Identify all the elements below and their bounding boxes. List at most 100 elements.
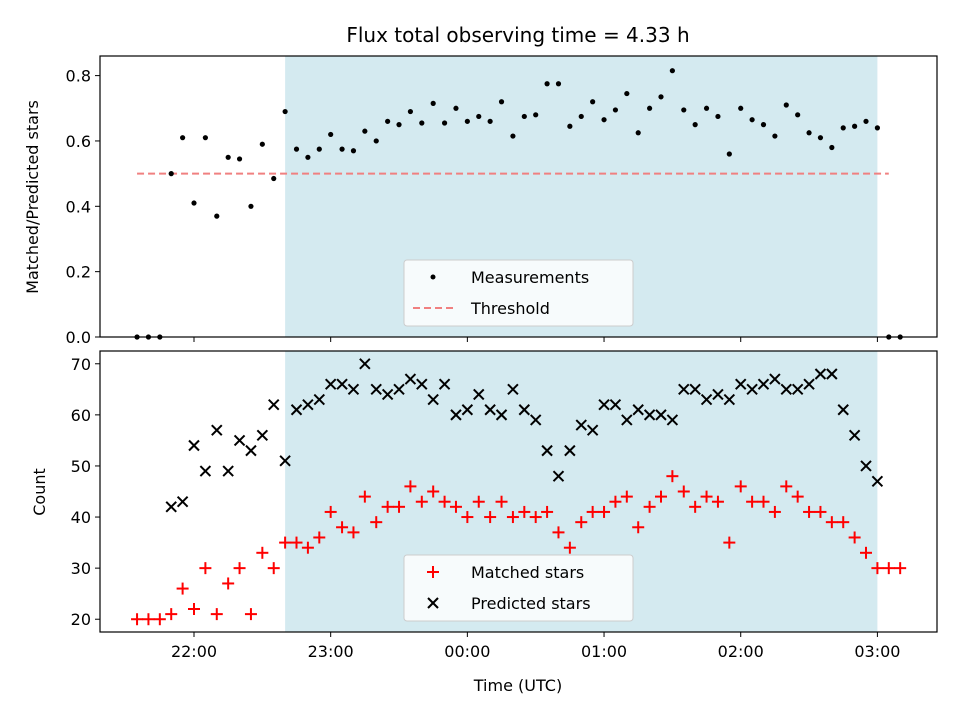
matched-star-point: [723, 536, 736, 549]
matched-star-point: [666, 470, 679, 483]
predicted-star-point: [723, 393, 736, 406]
predicted-star-point: [689, 383, 701, 396]
measurement-point: [874, 125, 881, 131]
measurement-point: [715, 113, 721, 120]
predicted-star-point: [450, 409, 462, 421]
chart-title: Flux total observing time = 4.33 h: [346, 23, 689, 47]
predicted-star-point: [324, 378, 337, 390]
top-legend-box: [403, 259, 634, 327]
legend-label-predicted: Predicted stars: [471, 594, 591, 613]
predicted-star-point: [313, 393, 325, 406]
matched-star-point: [472, 495, 485, 508]
predicted-star-point: [621, 414, 633, 426]
predicted-star-point: [769, 373, 781, 385]
predicted-star-point: [837, 404, 849, 416]
measurement-point: [419, 120, 425, 126]
top-legend: Measurements Threshold: [403, 259, 634, 327]
matched-star-point: [495, 495, 508, 508]
measurement-point: [783, 102, 789, 108]
measurement-point: [407, 108, 414, 115]
measurement-point: [555, 81, 562, 87]
predicted-star-point: [427, 393, 439, 406]
matched-star-point: [301, 541, 314, 554]
matched-star-point: [609, 495, 622, 508]
bottom-legend: Matched stars Predicted stars: [403, 554, 634, 622]
predicted-star-point: [803, 378, 815, 390]
predicted-star-point: [165, 501, 177, 513]
measurement-point: [271, 175, 277, 182]
matched-star-point: [199, 562, 212, 575]
predicted-star-point: [461, 404, 474, 416]
x-tick-label: 00:00: [444, 642, 490, 661]
bottom-axes-frame: [99, 350, 938, 633]
matched-star-point: [552, 526, 565, 539]
y-tick-label: 20: [71, 610, 91, 629]
top-panel: 0.0 0.2 0.4 0.6 0.8 Flux total observing tim…: [23, 23, 938, 347]
predicted-star-point: [746, 383, 758, 396]
measurement-point: [521, 113, 527, 120]
measurement-point: [362, 128, 368, 134]
measurement-point: [567, 123, 573, 129]
measurement-point: [590, 99, 596, 105]
matched-star-point: [803, 505, 816, 518]
predicted-star-point: [598, 398, 610, 411]
measurement-point: [293, 146, 300, 152]
predicted-star-point: [279, 455, 291, 467]
measurement-point: [180, 135, 186, 141]
predicted-star-point: [268, 398, 280, 411]
predicted-star-point: [359, 358, 371, 370]
measurement-point: [658, 94, 664, 100]
x-tick-label: 01:00: [581, 642, 627, 661]
measurement-point: [669, 68, 675, 74]
predicted-star-point: [609, 398, 622, 411]
predicted-star-point: [735, 378, 747, 390]
measurement-point: [635, 130, 641, 136]
matched-star-point: [848, 531, 861, 544]
measurement-point: [772, 133, 778, 139]
matched-star-point: [461, 511, 474, 524]
predicted-star-point: [233, 434, 246, 447]
measurement-point: [373, 138, 379, 144]
predicted-star-point: [438, 378, 451, 390]
predicted-star-point: [586, 424, 599, 436]
matched-star-point: [222, 577, 235, 590]
x-tick-label: 02:00: [718, 642, 764, 661]
matched-star-point: [518, 505, 531, 518]
legend-marker-matched: [427, 566, 439, 578]
matched-star-point: [324, 505, 337, 518]
matched-star-point: [882, 562, 895, 575]
y-tick-label: 0.6: [66, 132, 91, 151]
matched-star-point: [791, 490, 804, 503]
predicted-star-point: [495, 409, 508, 421]
matched-star-point: [313, 531, 326, 544]
matched-star-point: [153, 613, 166, 626]
predicted-star-point: [507, 383, 519, 396]
matched-star-point: [689, 500, 702, 513]
predicted-star-point: [222, 465, 234, 477]
predicted-star-point: [575, 419, 587, 431]
matched-star-point: [233, 562, 246, 575]
measurement-point: [385, 118, 391, 124]
measurement-point: [191, 200, 197, 206]
predicted-star-point: [712, 388, 724, 401]
predicted-star-point: [826, 368, 838, 380]
measurement-point: [852, 123, 858, 129]
predicted-star-point: [666, 414, 679, 426]
matched-star-point: [768, 505, 781, 518]
predicted-star-point: [541, 444, 553, 457]
predicted-star-point: [336, 378, 348, 390]
measurement-point: [578, 113, 584, 120]
matched-star-point: [336, 521, 349, 534]
matched-star-point: [632, 521, 645, 534]
measurement-point: [795, 112, 801, 118]
predicted-star-point: [290, 404, 303, 416]
measurement-point: [544, 81, 550, 87]
top-y-ticks: 0.0 0.2 0.4 0.6 0.8: [66, 67, 100, 347]
y-tick-label: 70: [71, 355, 91, 374]
matched-star-points: [131, 470, 907, 626]
predicted-star-points: [165, 358, 884, 513]
predicted-star-point: [256, 429, 269, 442]
predicted-star-point: [871, 475, 884, 487]
measurement-point: [829, 144, 835, 151]
